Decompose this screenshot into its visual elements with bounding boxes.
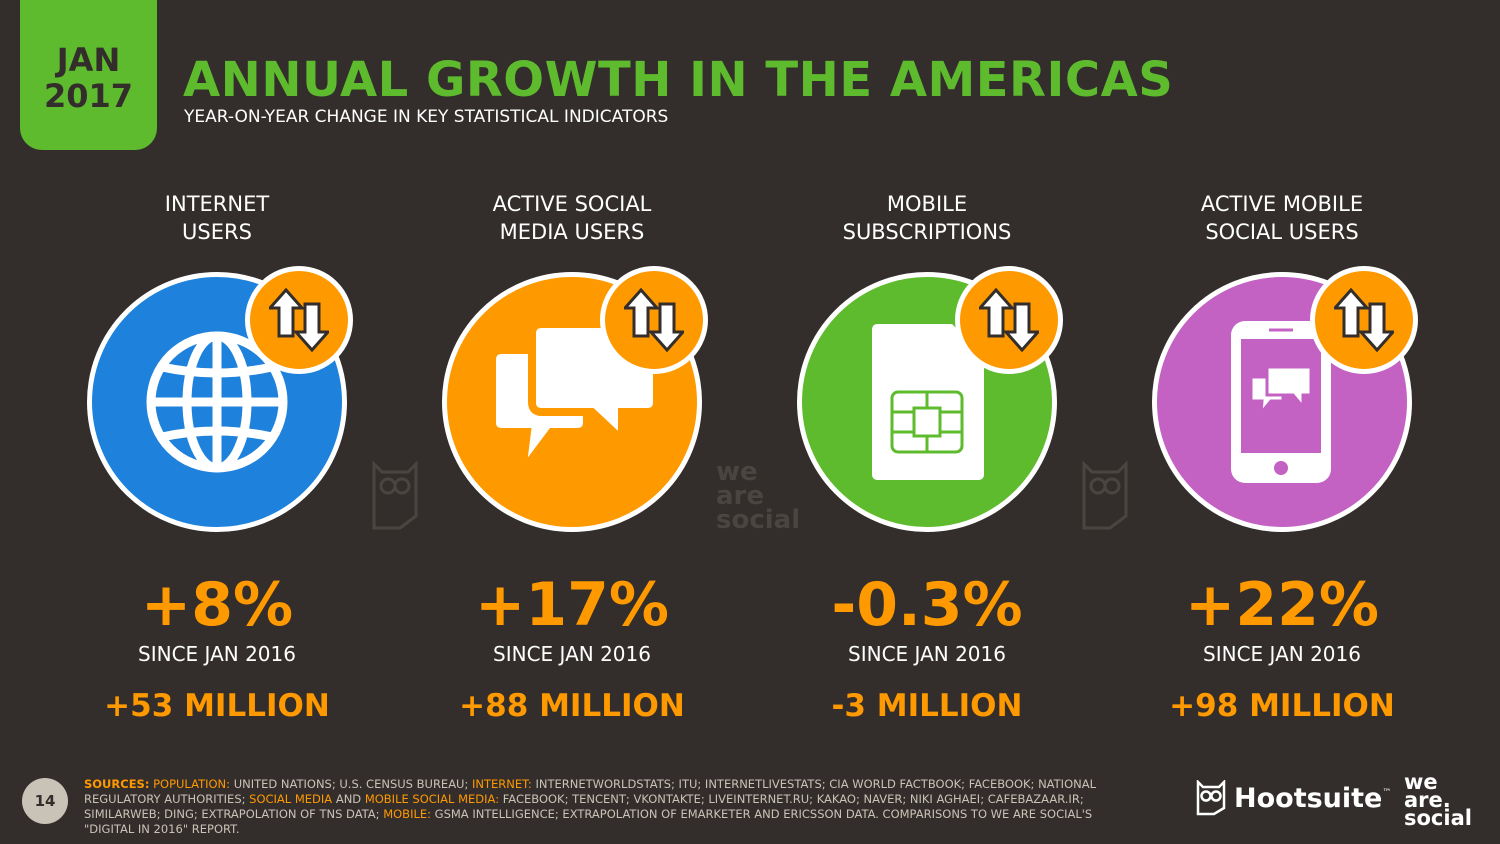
up-down-arrows-icon	[1334, 288, 1394, 352]
mobile-label: MOBILE:	[383, 807, 432, 821]
badge-month: JAN	[56, 41, 121, 79]
percent-change: +22%	[1185, 570, 1379, 640]
hootsuite-logo: Hootsuite ™	[1196, 780, 1391, 816]
sources-text: SOURCES: POPULATION: UNITED NATIONS; U.S…	[84, 777, 1144, 837]
watermark-line2: are	[716, 481, 765, 511]
owl-watermark-icon	[372, 460, 418, 530]
indicator-label: ACTIVE SOCIAL MEDIA USERS	[392, 190, 752, 250]
mobile-social-media-label: MOBILE SOCIAL MEDIA:	[364, 792, 500, 806]
indicator-mobile-subscriptions: MOBILE SUBSCRIPTIONS	[747, 190, 1107, 724]
indicator-label: INTERNET USERS	[37, 190, 397, 250]
indicator-circle-wrap	[1152, 266, 1418, 532]
indicator-label: MOBILE SUBSCRIPTIONS	[747, 190, 1107, 250]
percent-change: -0.3%	[831, 570, 1023, 640]
population-text: UNITED NATIONS; U.S. CENSUS BUREAU;	[233, 777, 469, 791]
since-label: SINCE JAN 2016	[138, 642, 296, 666]
up-down-arrows-icon	[624, 288, 684, 352]
label-line2: MEDIA USERS	[499, 220, 645, 244]
internet-text: INTERNETWORLDSTATS; ITU; INTERNETLIVESTA…	[84, 777, 1096, 806]
logo-line2: are.	[1404, 788, 1451, 812]
indicator-active-social-media-users: ACTIVE SOCIAL MEDIA USERS +17% SINCE JAN…	[392, 190, 752, 724]
absolute-change: +53 MILLION	[104, 688, 330, 724]
indicator-circle-wrap	[87, 266, 353, 532]
hootsuite-tm: ™	[1382, 788, 1392, 798]
label-line1: INTERNET	[164, 192, 270, 216]
sources-label: SOURCES:	[84, 777, 150, 791]
percent-change: +8%	[140, 570, 294, 640]
watermark-line3: social	[716, 505, 801, 535]
growth-badge	[1310, 266, 1418, 374]
internet-label: INTERNET:	[472, 777, 532, 791]
hootsuite-name: Hootsuite	[1234, 782, 1383, 814]
social-text: FACEBOOK; TENCENT; VKONTAKTE; LIVEINTERN…	[84, 792, 1084, 821]
since-label: SINCE JAN 2016	[1203, 642, 1361, 666]
since-label: SINCE JAN 2016	[848, 642, 1006, 666]
up-down-arrows-icon	[269, 288, 329, 352]
indicator-internet-users: INTERNET USERS +8% SINCE JAN 2016	[37, 190, 397, 724]
badge-year: 2017	[43, 77, 134, 115]
sim-card-icon	[872, 324, 984, 480]
label-line2: SOCIAL USERS	[1205, 220, 1359, 244]
indicator-label: ACTIVE MOBILE SOCIAL USERS	[1102, 190, 1462, 250]
sim-circle	[797, 272, 1057, 532]
since-label: SINCE JAN 2016	[493, 642, 651, 666]
social-media-label: SOCIAL MEDIA	[249, 792, 333, 806]
absolute-change: +98 MILLION	[1169, 688, 1395, 724]
label-line2: USERS	[182, 220, 252, 244]
globe-icon	[146, 331, 288, 473]
absolute-change: +88 MILLION	[459, 688, 685, 724]
growth-badge	[955, 266, 1063, 374]
growth-badge	[600, 266, 708, 374]
watermark-line1: we	[716, 457, 758, 487]
hootsuite-owl-icon	[1196, 780, 1226, 816]
growth-badge	[245, 266, 353, 374]
smartphone-chat-icon	[1231, 321, 1331, 483]
up-down-arrows-icon	[979, 288, 1039, 352]
indicator-active-mobile-social-users: ACTIVE MOBILE SOCIAL USERS +22% SINCE JA…	[1102, 190, 1462, 724]
label-line2: SUBSCRIPTIONS	[842, 220, 1012, 244]
label-line1: ACTIVE MOBILE	[1200, 192, 1364, 216]
population-label: POPULATION:	[153, 777, 231, 791]
page-number: 14	[22, 778, 68, 824]
owl-watermark-icon	[1082, 460, 1128, 530]
we-are-social-logo: we are. social	[1404, 770, 1472, 830]
indicator-circle-wrap	[797, 266, 1063, 532]
page-subtitle: YEAR-ON-YEAR CHANGE IN KEY STATISTICAL I…	[184, 107, 669, 127]
logo-line1: we	[1404, 770, 1438, 794]
label-line1: ACTIVE SOCIAL	[492, 192, 652, 216]
and-text: AND	[335, 792, 362, 806]
percent-change: +17%	[475, 570, 669, 640]
we-are-social-watermark: we are social	[716, 457, 801, 535]
indicator-circle-wrap	[442, 266, 708, 532]
absolute-change: -3 MILLION	[831, 688, 1023, 724]
logo-line3: social	[1404, 806, 1472, 830]
page-title: ANNUAL GROWTH IN THE AMERICAS	[183, 52, 1174, 108]
date-badge: JAN 2017	[20, 0, 157, 150]
mobile-text: GSMA INTELLIGENCE; EXTRAPOLATION OF EMAR…	[84, 807, 1093, 836]
label-line1: MOBILE	[886, 192, 968, 216]
